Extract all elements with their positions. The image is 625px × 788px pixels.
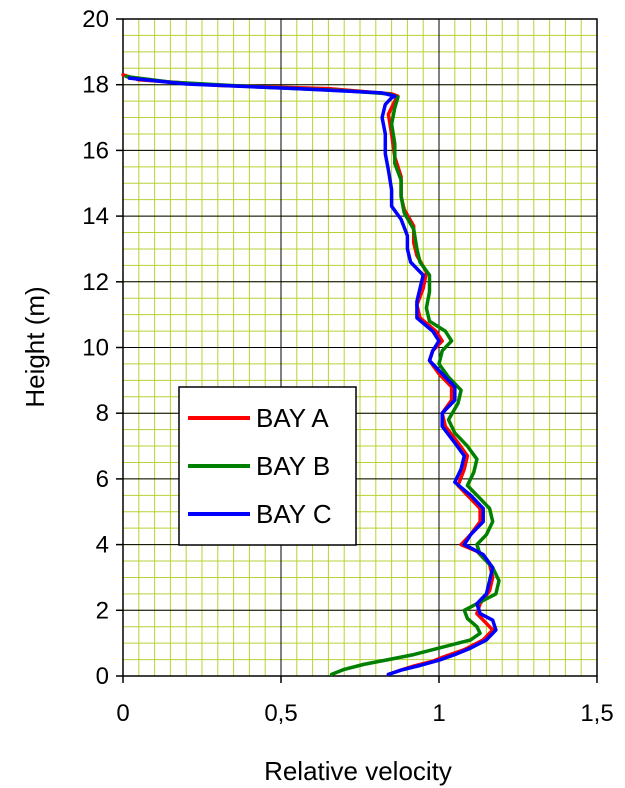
- legend-label: BAY C: [256, 499, 332, 529]
- x-axis-title: Relative velocity: [264, 756, 452, 786]
- y-tick-label: 8: [96, 400, 109, 427]
- x-tick-label: 0,5: [264, 700, 297, 727]
- series-line-bay-c: [127, 76, 498, 677]
- legend: BAY A BAY B BAY C: [178, 386, 357, 546]
- x-tick-label: 1: [432, 700, 445, 727]
- legend-label: BAY A: [256, 403, 329, 433]
- y-tick-label: 0: [96, 663, 109, 690]
- y-tick-label: 14: [82, 203, 109, 230]
- y-tick-label: 16: [82, 137, 109, 164]
- y-tick-label: 4: [96, 532, 109, 559]
- y-tick-label: 2: [96, 597, 109, 624]
- y-tick-label: 18: [82, 72, 109, 99]
- legend-label: BAY B: [256, 451, 330, 481]
- x-tick-labels: 0 0,5 1 1,5: [116, 676, 614, 727]
- x-tick-label: 0: [116, 700, 129, 727]
- y-tick-label: 20: [82, 6, 109, 33]
- series-layer: [121, 73, 501, 677]
- x-tick-label: 1,5: [580, 700, 613, 727]
- series-line-bay-b: [124, 74, 501, 677]
- y-tick-labels: 0 2 4 6 8 10 12 14 16 18 20: [82, 6, 123, 690]
- y-tick-label: 6: [96, 466, 109, 493]
- y-tick-label: 12: [82, 269, 109, 296]
- y-tick-label: 10: [82, 335, 109, 362]
- y-axis-title: Height (m): [20, 286, 50, 407]
